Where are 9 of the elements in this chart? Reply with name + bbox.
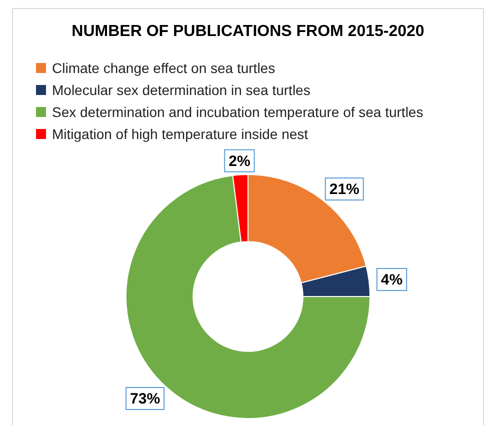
legend-label: Climate change effect on sea turtles [52,60,276,76]
chart-title: NUMBER OF PUBLICATIONS FROM 2015-2020 [70,23,426,41]
data-label: 2% [228,152,250,170]
data-label: 73% [130,390,160,408]
data-label: 4% [380,272,403,289]
legend-label: Sex determination and incubation temperature of sea turtles [52,104,424,120]
legend-label: Molecular sex determination in sea turtles [52,82,310,98]
data-label: 21% [329,181,360,198]
legend-label: Mitigation of high temperature inside nest [52,126,308,142]
